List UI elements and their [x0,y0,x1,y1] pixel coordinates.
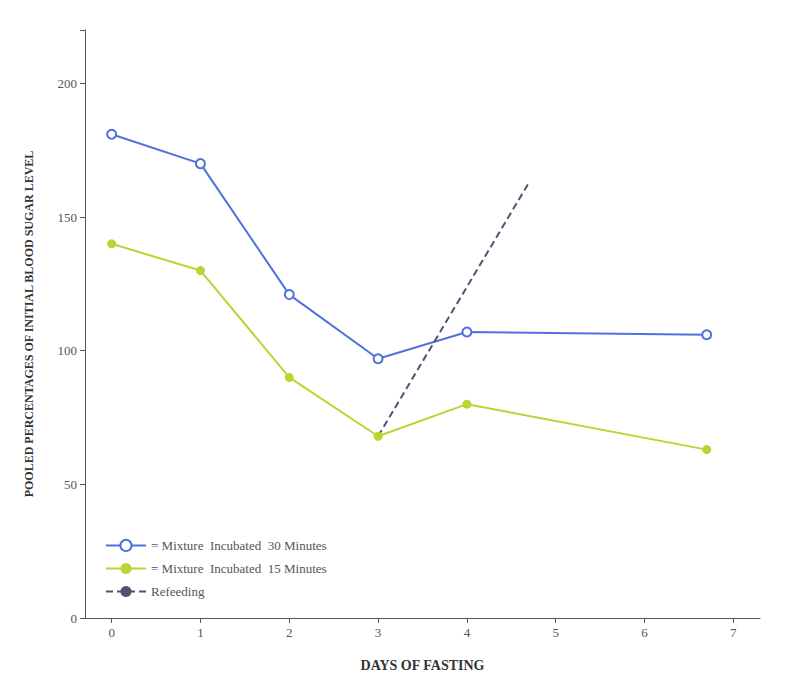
svg-text:= Mixture Incubated 30 Minut: = Mixture Incubated 30 Minutes [151,538,327,553]
svg-text:1: 1 [197,625,204,640]
svg-text:6: 6 [641,625,648,640]
svg-text:= Mixture Incubated 15 Minut: = Mixture Incubated 15 Minutes [151,561,327,576]
svg-text:POOLED PERCENTAGES OF INITIAL: POOLED PERCENTAGES OF INITIAL BLOOD SUGA… [22,151,36,498]
svg-text:100: 100 [58,343,78,358]
svg-text:7: 7 [730,625,737,640]
svg-text:0: 0 [108,625,115,640]
svg-text:5: 5 [552,625,559,640]
svg-text:Refeeding: Refeeding [151,584,205,599]
svg-text:3: 3 [375,625,382,640]
svg-text:200: 200 [58,76,78,91]
svg-text:2: 2 [286,625,293,640]
svg-text:DAYS OF FASTING: DAYS OF FASTING [361,658,485,673]
svg-text:4: 4 [464,625,471,640]
svg-text:0: 0 [71,611,78,626]
svg-text:50: 50 [64,477,77,492]
svg-text:150: 150 [58,210,78,225]
